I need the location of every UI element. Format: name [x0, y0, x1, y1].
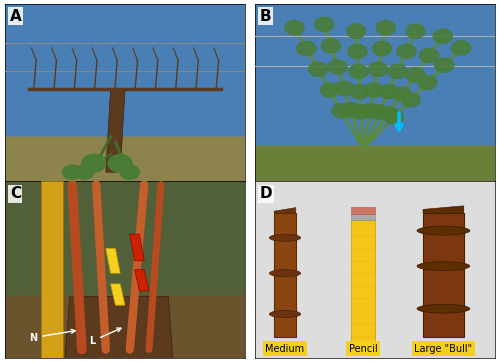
Circle shape	[308, 62, 328, 76]
Polygon shape	[110, 284, 125, 305]
Bar	[41, 181, 62, 358]
Ellipse shape	[270, 311, 300, 317]
Circle shape	[74, 165, 94, 179]
Circle shape	[379, 85, 398, 99]
Bar	[351, 207, 375, 214]
Ellipse shape	[417, 226, 470, 235]
Circle shape	[388, 64, 407, 79]
Polygon shape	[274, 208, 296, 213]
Text: C: C	[10, 186, 21, 201]
Bar	[274, 213, 296, 337]
Polygon shape	[356, 349, 370, 355]
Polygon shape	[423, 206, 464, 213]
Circle shape	[351, 105, 370, 119]
Ellipse shape	[417, 304, 470, 313]
Text: Large "Bull": Large "Bull"	[414, 344, 472, 354]
Polygon shape	[65, 296, 173, 358]
Circle shape	[350, 85, 370, 99]
Circle shape	[360, 104, 380, 118]
Circle shape	[348, 44, 367, 58]
Circle shape	[392, 87, 411, 101]
Circle shape	[314, 17, 334, 31]
Circle shape	[434, 58, 454, 72]
Polygon shape	[351, 344, 375, 355]
Circle shape	[341, 102, 360, 117]
Bar	[351, 214, 375, 220]
Bar	[351, 220, 375, 344]
Circle shape	[420, 49, 439, 63]
Circle shape	[364, 83, 384, 97]
Circle shape	[384, 110, 404, 124]
Text: N: N	[29, 329, 75, 343]
Circle shape	[401, 93, 420, 107]
Circle shape	[370, 105, 389, 119]
Circle shape	[320, 83, 340, 97]
Polygon shape	[106, 89, 125, 172]
Circle shape	[346, 24, 366, 38]
Circle shape	[334, 81, 353, 96]
Circle shape	[433, 29, 452, 43]
Circle shape	[376, 21, 396, 35]
Circle shape	[322, 39, 340, 53]
Bar	[423, 213, 464, 337]
Circle shape	[108, 154, 132, 172]
Circle shape	[378, 106, 398, 121]
Circle shape	[372, 41, 392, 56]
Circle shape	[332, 104, 351, 118]
Ellipse shape	[270, 270, 300, 277]
Polygon shape	[130, 234, 144, 261]
Circle shape	[62, 165, 82, 179]
Circle shape	[397, 44, 416, 58]
Polygon shape	[134, 270, 149, 291]
Text: L: L	[89, 328, 121, 346]
Text: Pencil: Pencil	[348, 344, 378, 354]
Circle shape	[349, 64, 368, 79]
Circle shape	[406, 68, 425, 82]
Circle shape	[82, 154, 106, 172]
Circle shape	[418, 75, 437, 90]
Circle shape	[368, 62, 388, 76]
Circle shape	[452, 41, 470, 55]
Ellipse shape	[417, 262, 470, 270]
Circle shape	[120, 165, 140, 179]
Text: A: A	[10, 9, 22, 24]
Text: D: D	[260, 186, 272, 201]
Circle shape	[328, 60, 347, 74]
Polygon shape	[106, 248, 120, 273]
Circle shape	[296, 41, 316, 56]
Text: B: B	[260, 9, 272, 24]
Ellipse shape	[270, 234, 300, 241]
Circle shape	[285, 21, 304, 35]
Circle shape	[406, 24, 425, 38]
Text: Medium: Medium	[266, 344, 304, 354]
